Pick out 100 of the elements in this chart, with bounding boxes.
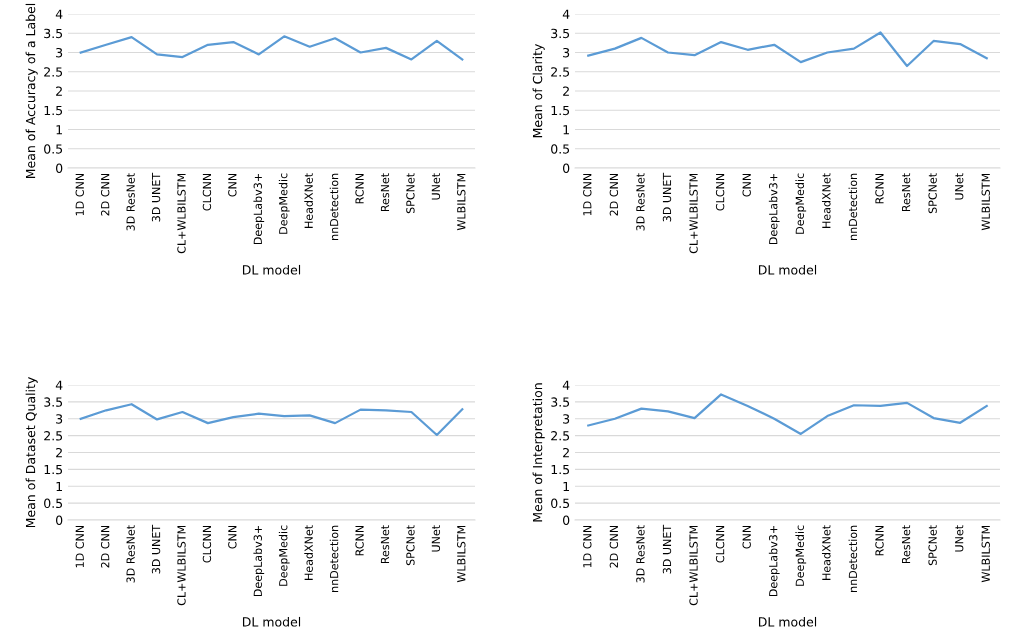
- x-tick-label: 3D UNET: [662, 524, 672, 574]
- y-tick-label: 3: [56, 47, 63, 58]
- x-tick-label: RCNN: [875, 525, 884, 556]
- y-tick-label: 0.5: [44, 498, 63, 509]
- x-tick-label: CL+WLBILSTM: [689, 173, 698, 254]
- x-tick-label: HeadXNet: [821, 173, 831, 228]
- x-tick-label: 2D CNN: [609, 173, 619, 216]
- y-tick-label: 2.5: [551, 67, 570, 77]
- y-axis-title: Mean of Accuracy of a Label: [25, 3, 38, 179]
- x-tick-label: DeepLabv3+: [253, 526, 265, 597]
- x-tick-label: UNet: [431, 173, 441, 200]
- x-tick-label: HeadXNet: [304, 173, 313, 228]
- y-tick-label: 3.5: [44, 397, 63, 407]
- x-tick-label: nnDetection: [329, 173, 339, 240]
- x-tick-label: 3D ResNet: [126, 525, 135, 583]
- y-tick-label: 0: [56, 515, 63, 525]
- x-tick-label: DeepMedic: [795, 525, 807, 586]
- x-tick-label: CNN: [742, 525, 751, 549]
- x-tick-label: UNet: [955, 525, 964, 552]
- x-tick-label: CLCNN: [715, 173, 725, 211]
- x-tick-label: DeepLabv3+: [768, 526, 780, 597]
- x-tick-label: HeadXNet: [304, 525, 313, 580]
- x-tick-label: DeepLabv3+: [253, 174, 265, 245]
- y-tick-label: 3.5: [551, 28, 570, 39]
- x-tick-label: 3D ResNet: [126, 173, 135, 231]
- y-tick-label: 1: [563, 125, 569, 135]
- y-axis-title: Mean of Dataset Quality: [25, 377, 38, 528]
- x-tick-label: 2D CNN: [609, 525, 619, 568]
- y-tick-label: 0.5: [44, 144, 63, 154]
- x-tick-label: CLCNN: [715, 525, 725, 563]
- y-tick-label: 0: [563, 163, 570, 173]
- x-tick-label: 3D ResNet: [636, 525, 645, 583]
- y-tick-label: 3: [563, 414, 570, 424]
- y-axis-title: Mean of Interpretation: [532, 383, 545, 522]
- x-tick-label: 1D CNN: [583, 173, 592, 216]
- x-tick-label: UNet: [431, 525, 441, 552]
- x-tick-label: SPCNet: [928, 525, 937, 566]
- x-axis-title: DL model: [758, 616, 817, 627]
- x-tick-label: SPCNet: [928, 173, 937, 214]
- x-tick-label: RCNN: [875, 173, 884, 204]
- line-series: [79, 403, 464, 437]
- y-tick-label: 1.5: [44, 105, 63, 116]
- x-tick-label: SPCNet: [406, 173, 415, 214]
- x-tick-label: DeepMedic: [278, 173, 290, 234]
- x-tick-label: CLCNN: [202, 173, 212, 211]
- x-tick-label: DeepMedic: [795, 173, 807, 234]
- y-tick-label: 0.5: [551, 144, 570, 154]
- x-tick-label: 1D CNN: [583, 525, 592, 568]
- line-series: [587, 393, 988, 436]
- y-tick-label: 1.5: [551, 105, 570, 116]
- x-tick-label: RCNN: [355, 173, 364, 204]
- x-tick-label: 3D UNET: [151, 172, 161, 222]
- y-axis-title: Mean of Clarity: [532, 43, 545, 138]
- x-tick-label: 3D ResNet: [636, 173, 645, 231]
- y-tick-label: 2.5: [44, 67, 63, 77]
- line-series: [79, 35, 464, 61]
- y-tick-label: 4: [562, 9, 570, 19]
- x-tick-label: CL+WLBILSTM: [689, 525, 698, 606]
- y-tick-label: 0: [56, 163, 63, 173]
- x-tick-label: DeepLabv3+: [768, 174, 780, 245]
- y-tick-label: 1: [563, 481, 569, 491]
- line-series: [587, 31, 988, 68]
- y-tick-label: 1: [56, 125, 62, 135]
- x-tick-label: nnDetection: [329, 525, 339, 592]
- x-tick-label: ResNet: [902, 525, 911, 564]
- y-tick-label: 2: [563, 447, 569, 458]
- x-tick-label: ResNet: [380, 173, 390, 212]
- y-tick-label: 3.5: [44, 28, 63, 39]
- x-tick-label: nnDetection: [848, 173, 858, 240]
- y-tick-label: 1: [56, 481, 62, 491]
- x-tick-label: WLBILSTM: [457, 525, 466, 583]
- x-tick-label: ResNet: [380, 525, 390, 564]
- y-tick-label: 4: [55, 9, 63, 19]
- x-axis-title: DL model: [242, 264, 301, 275]
- x-tick-label: CNN: [742, 173, 751, 197]
- x-tick-label: 2D CNN: [100, 525, 110, 568]
- x-tick-label: nnDetection: [848, 525, 858, 592]
- x-tick-label: WLBILSTM: [981, 173, 990, 231]
- x-tick-label: UNet: [955, 173, 964, 200]
- y-tick-label: 2.5: [551, 431, 570, 441]
- x-tick-label: CNN: [228, 525, 237, 549]
- x-tick-label: RCNN: [355, 525, 364, 556]
- x-tick-label: HeadXNet: [821, 525, 831, 580]
- y-tick-label: 1.5: [551, 465, 570, 475]
- x-tick-label: WLBILSTM: [981, 525, 990, 583]
- x-tick-label: CL+WLBILSTM: [177, 525, 186, 606]
- y-tick-label: 3: [563, 47, 570, 58]
- y-tick-label: 2.5: [44, 431, 63, 441]
- y-tick-label: 2: [56, 447, 62, 458]
- x-axis-title: DL model: [242, 616, 301, 627]
- x-tick-label: 1D CNN: [75, 173, 84, 216]
- x-tick-label: CL+WLBILSTM: [177, 173, 186, 254]
- x-tick-label: 1D CNN: [75, 525, 84, 568]
- y-tick-label: 2: [56, 86, 62, 96]
- x-tick-label: CNN: [228, 173, 237, 197]
- x-tick-label: 3D UNET: [151, 524, 161, 574]
- y-tick-label: 1.5: [44, 465, 63, 475]
- y-tick-label: 0: [563, 515, 570, 525]
- y-tick-label: 3: [56, 414, 63, 424]
- y-tick-label: 0.5: [551, 498, 570, 509]
